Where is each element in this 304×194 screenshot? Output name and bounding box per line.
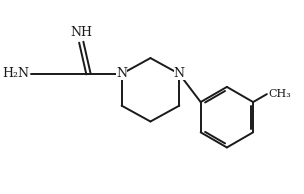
Text: NH: NH <box>70 26 92 39</box>
Text: CH₃: CH₃ <box>268 89 291 99</box>
Text: N: N <box>174 68 185 81</box>
Text: H₂N: H₂N <box>2 68 29 81</box>
Text: N: N <box>116 68 127 81</box>
